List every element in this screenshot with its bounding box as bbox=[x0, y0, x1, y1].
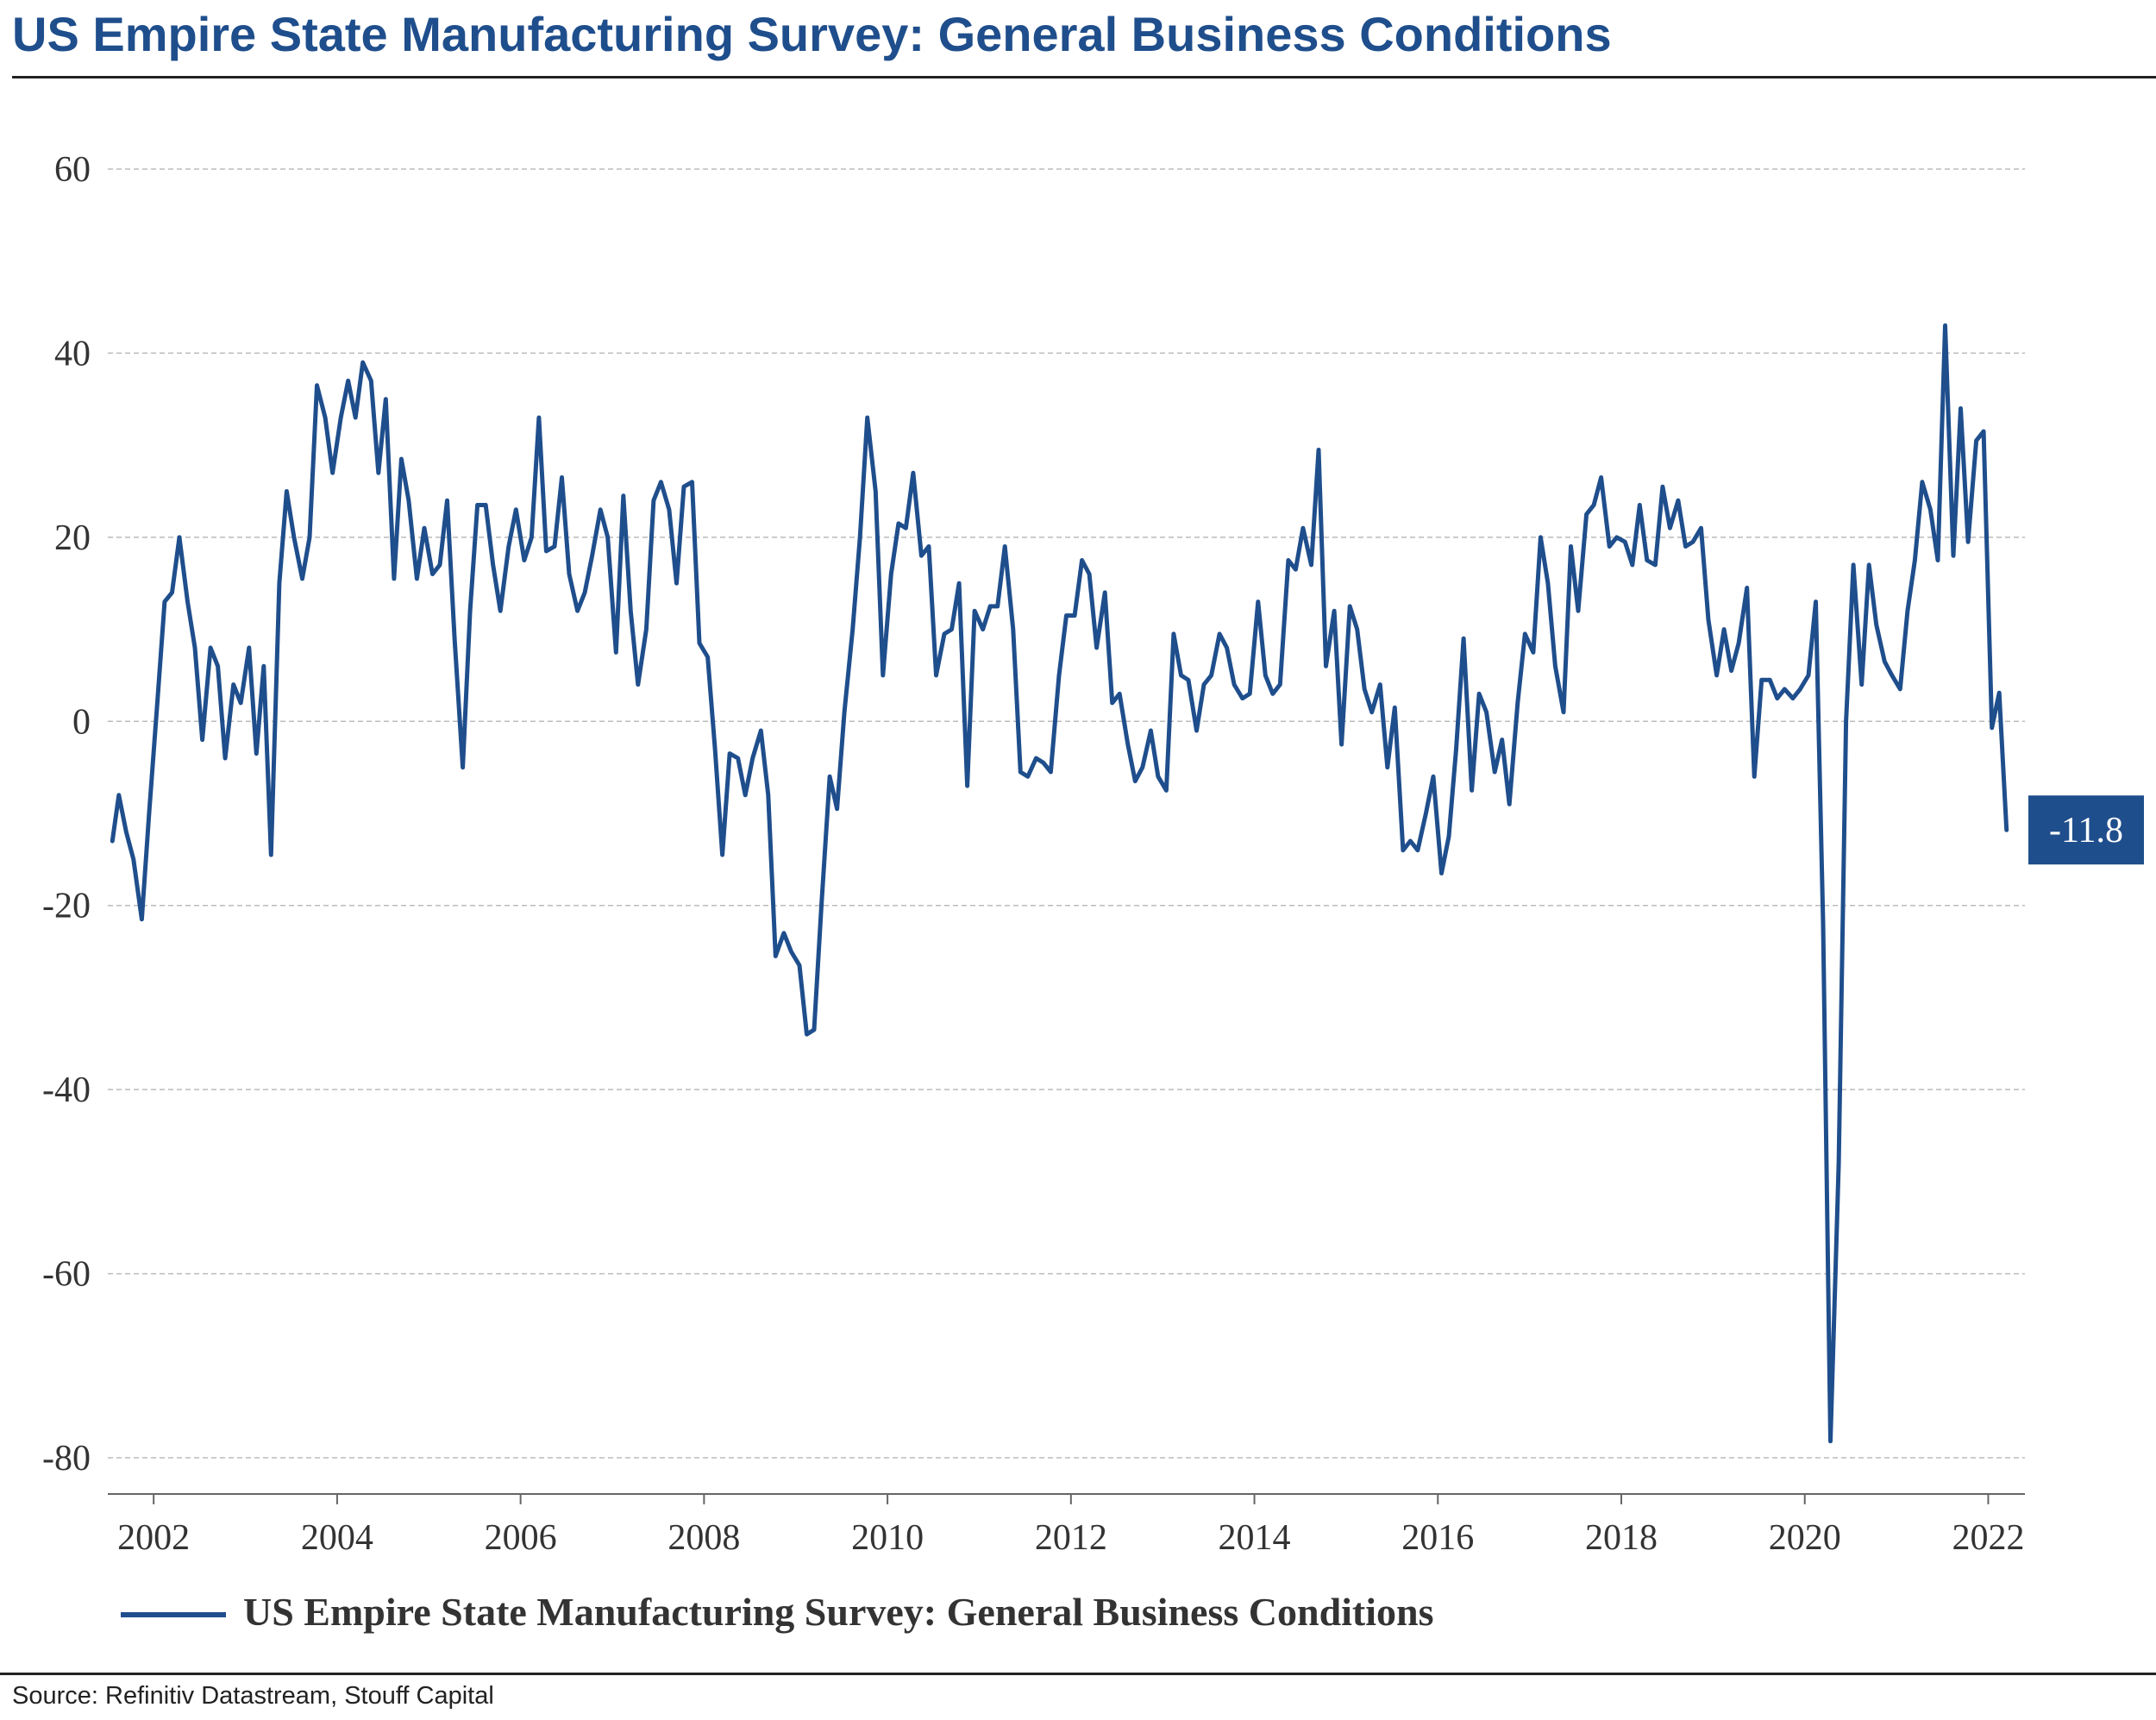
y-tick-label: 20 bbox=[54, 518, 91, 558]
legend-label: US Empire State Manufacturing Survey: Ge… bbox=[243, 1590, 1434, 1634]
x-tick-label: 2002 bbox=[117, 1518, 190, 1558]
series-line bbox=[110, 323, 2009, 1444]
last-value-label: -11.8 bbox=[2049, 811, 2123, 851]
title-divider bbox=[12, 76, 2156, 78]
y-tick-label: -60 bbox=[42, 1255, 91, 1295]
last-value-box bbox=[2028, 795, 2144, 865]
series-group bbox=[110, 323, 2009, 1444]
x-tick-label: 2016 bbox=[1401, 1518, 1474, 1558]
y-tick-label: 0 bbox=[72, 702, 91, 742]
x-tick-label: 2004 bbox=[301, 1518, 373, 1558]
x-tick-label: 2022 bbox=[1952, 1518, 2024, 1558]
footer-divider bbox=[0, 1673, 2156, 1675]
y-axis-ticks: 60 40 20 0 -20 -40 -60 -80 bbox=[42, 150, 91, 1478]
x-tick-label: 2006 bbox=[485, 1518, 557, 1558]
y-tick-label: 60 bbox=[54, 150, 91, 190]
x-tick-label: 2020 bbox=[1769, 1518, 1841, 1558]
y-tick-label: -20 bbox=[42, 887, 91, 926]
source-note: Source: Refinitiv Datastream, Stouff Cap… bbox=[12, 1682, 494, 1710]
x-tick-label: 2014 bbox=[1219, 1518, 1291, 1558]
gridlines bbox=[108, 168, 2025, 1459]
chart-title: US Empire State Manufacturing Survey: Ge… bbox=[12, 7, 1612, 61]
x-axis-ticks: 2002 2004 2006 2008 2010 2012 2014 2016 2018 2020… bbox=[117, 1494, 2024, 1558]
y-tick-label: -80 bbox=[42, 1439, 91, 1478]
x-tick-label: 2008 bbox=[667, 1518, 740, 1558]
y-tick-label: 40 bbox=[54, 334, 91, 374]
y-tick-label: -40 bbox=[42, 1070, 91, 1110]
x-tick-label: 2018 bbox=[1585, 1518, 1658, 1558]
x-tick-label: 2010 bbox=[851, 1518, 924, 1558]
x-tick-label: 2012 bbox=[1035, 1518, 1107, 1558]
last-value-callout: -11.8 bbox=[2028, 795, 2144, 865]
legend: US Empire State Manufacturing Survey: Ge… bbox=[121, 1590, 1434, 1634]
